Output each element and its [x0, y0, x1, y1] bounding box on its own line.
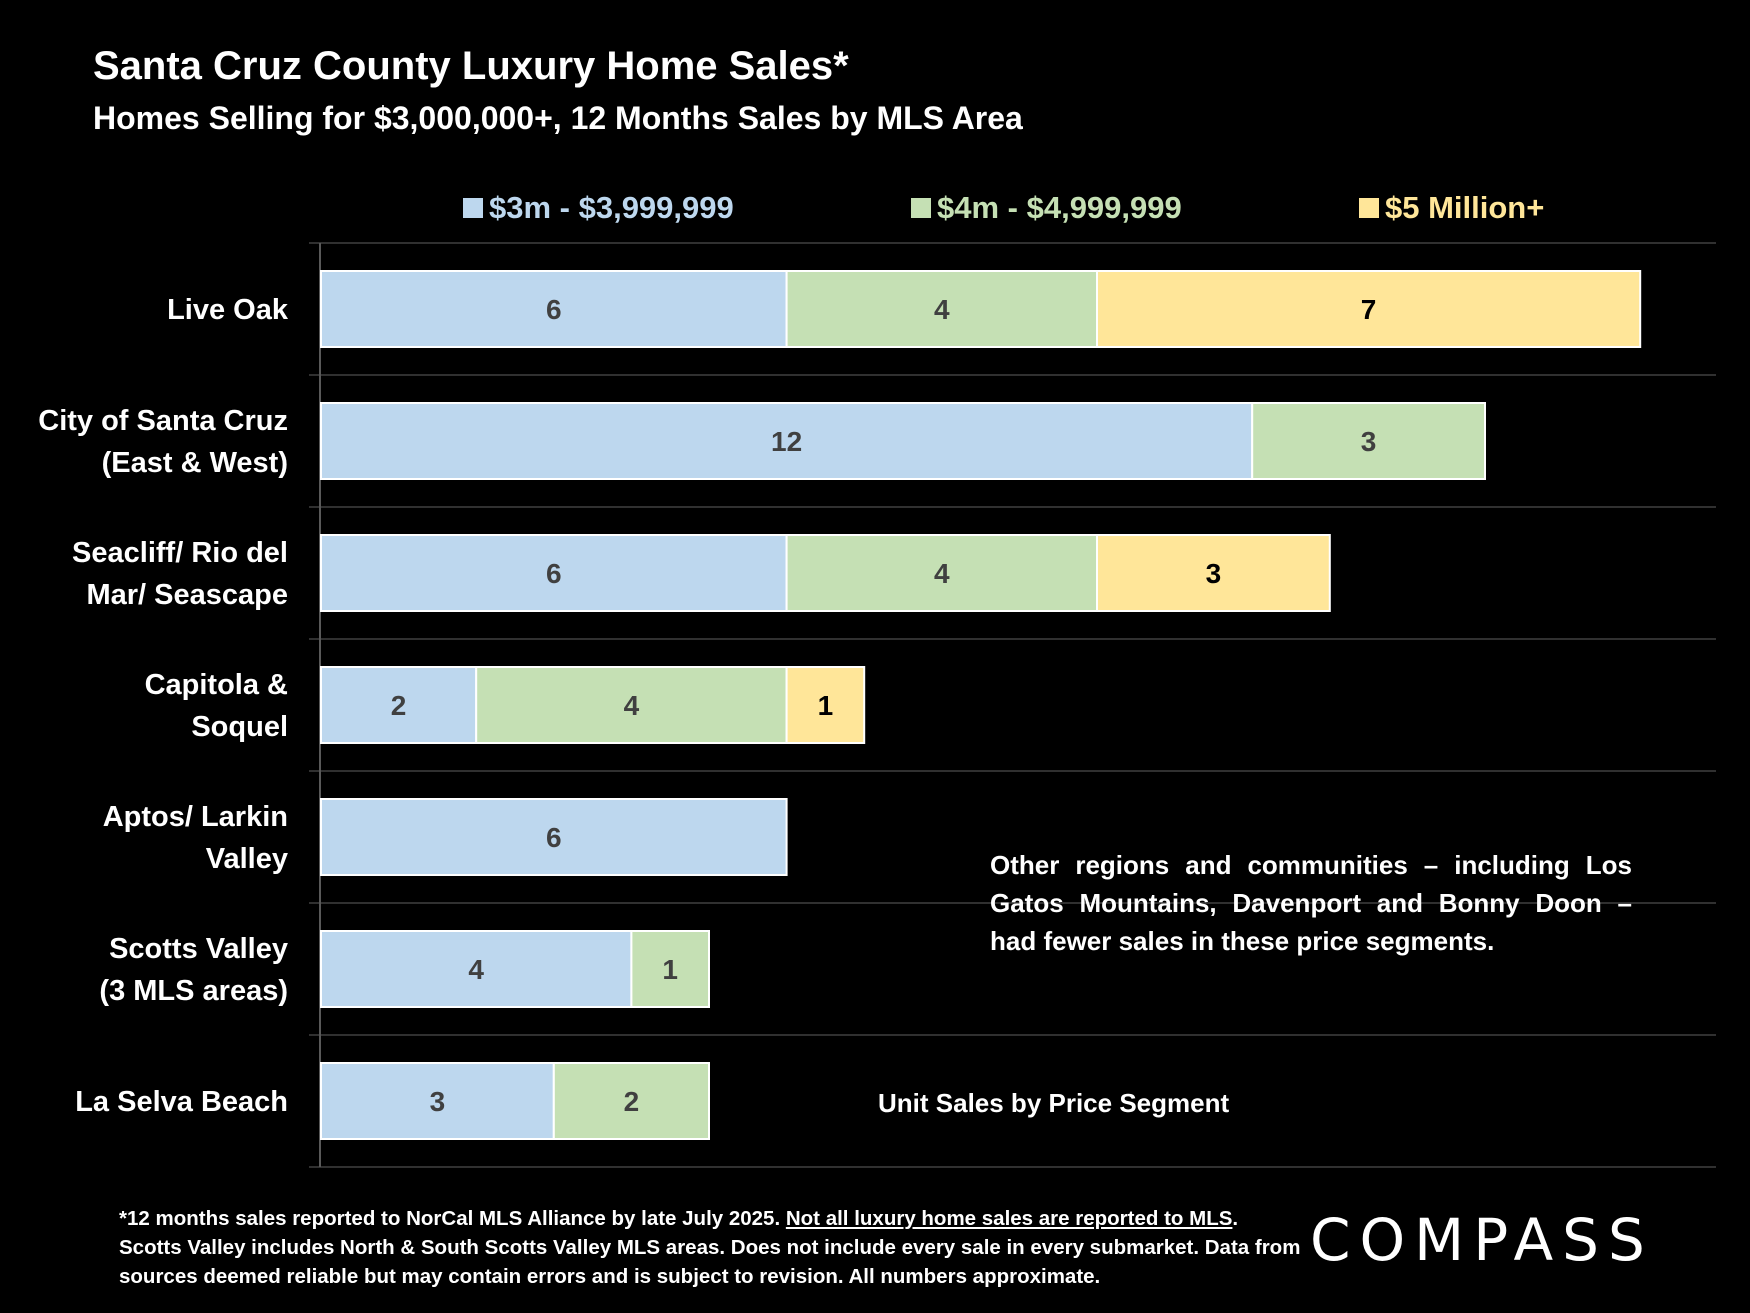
data-label: 6 — [546, 558, 562, 589]
data-label: 3 — [430, 1086, 446, 1117]
data-label: 6 — [546, 822, 562, 853]
legend-label-3m: $3m - $3,999,999 — [489, 190, 734, 225]
legend-item-5m: $5 Million+ — [1359, 190, 1544, 226]
bar-segment — [320, 534, 788, 612]
chart-subtitle: Homes Selling for $3,000,000+, 12 Months… — [93, 100, 1023, 136]
category-label: Aptos/ Larkin Valley — [103, 801, 288, 875]
bar-segment — [785, 270, 1098, 348]
bar-segment — [320, 666, 478, 744]
data-label: 12 — [771, 426, 802, 457]
legend-swatch-3m — [463, 198, 483, 218]
footnote-part1: *12 months sales reported to NorCal MLS … — [119, 1207, 786, 1230]
legend-label-4m: $4m - $4,999,999 — [937, 190, 1182, 225]
footnote-underlined: Not all luxury home sales are reported t… — [785, 1207, 1233, 1230]
bar-segment — [785, 534, 1098, 612]
data-label: 2 — [391, 690, 407, 721]
category-label: Seacliff/ Rio del Mar/ Seascape — [72, 537, 288, 611]
data-label: 6 — [546, 294, 562, 325]
legend-item-4m: $4m - $4,999,999 — [911, 190, 1182, 226]
bar-segment — [320, 1062, 555, 1140]
footnote: *12 months sales reported to NorCal MLS … — [119, 1204, 1304, 1291]
legend-swatch-5m — [1359, 198, 1379, 218]
category-label: City of Santa Cruz (East & West) — [38, 405, 288, 479]
data-label: 4 — [934, 558, 950, 589]
bar-segment — [1096, 534, 1331, 612]
data-label: 2 — [624, 1086, 640, 1117]
data-label: 3 — [1361, 426, 1377, 457]
annotation-note: Other regions and communities – includin… — [990, 850, 1632, 956]
data-label: 3 — [1206, 558, 1222, 589]
bar-segment — [320, 402, 1254, 480]
legend-label-5m: $5 Million+ — [1385, 190, 1545, 225]
bar-segment — [552, 1062, 710, 1140]
bar-segment — [630, 930, 711, 1008]
bar-segment — [320, 930, 633, 1008]
bar-segment — [1096, 270, 1642, 348]
bar-segment — [320, 270, 788, 348]
category-label: Capitola & Soquel — [145, 669, 288, 743]
x-axis-title: Unit Sales by Price Segment — [878, 1088, 1230, 1118]
data-label: 1 — [818, 690, 834, 721]
data-label: 4 — [624, 690, 640, 721]
legend-item-3m: $3m - $3,999,999 — [463, 190, 734, 226]
bar-segment — [475, 666, 788, 744]
footnote-part2: . Scotts Valley includes North & South S… — [119, 1207, 1301, 1288]
data-label: 4 — [934, 294, 950, 325]
data-label: 7 — [1361, 294, 1377, 325]
category-label: Live Oak — [167, 294, 289, 326]
data-label: 4 — [468, 954, 484, 985]
bar-segment — [320, 798, 788, 876]
compass-logo: COMPASS — [1310, 1206, 1654, 1274]
category-label: La Selva Beach — [75, 1086, 288, 1118]
category-label: Scotts Valley (3 MLS areas) — [99, 933, 288, 1007]
chart-title: Santa Cruz County Luxury Home Sales* — [93, 44, 849, 88]
bar-segment — [785, 666, 866, 744]
legend-swatch-4m — [911, 198, 931, 218]
bar-segment — [1251, 402, 1486, 480]
data-label: 1 — [662, 954, 678, 985]
